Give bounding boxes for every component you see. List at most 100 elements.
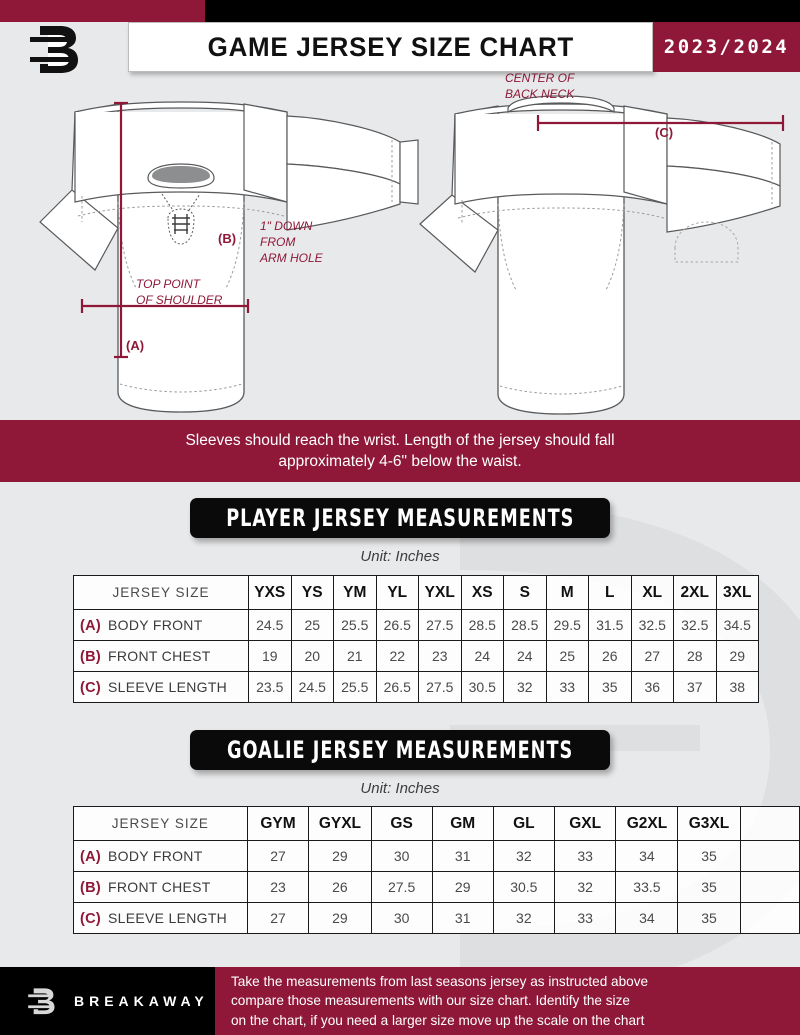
back-point-c-text-line1: CENTER OF (505, 72, 575, 85)
column-header-gxl: GXL (553, 806, 617, 841)
measurement-cell: 27 (246, 902, 310, 934)
measurement-cell: 35 (677, 902, 741, 934)
measurement-cell: 21 (333, 640, 377, 672)
goalie-measurements-table-wrap: JERSEY SIZE GYM GYXL GS GM GL GXL G2XL G3XL (A) BO… (73, 806, 800, 934)
breakaway-b-logo-icon (30, 26, 78, 73)
goalie-jersey-section-pill: GOALIE JERSEY MEASUREMENTS (190, 730, 610, 770)
jersey-back-illustration (399, 95, 781, 415)
column-header-gl: GL (492, 806, 555, 841)
measurement-cell: 33.5 (615, 871, 679, 903)
measurement-cell: 23 (246, 871, 310, 903)
page-title: GAME JERSEY SIZE CHART (207, 31, 574, 62)
column-header-l: L (588, 575, 632, 610)
back-measurement-lines (536, 115, 785, 131)
measurement-cell: 27 (246, 840, 310, 872)
goalie-section-label: GOALIE JERSEY MEASUREMENTS (226, 736, 574, 764)
column-header-gm: GM (431, 806, 494, 841)
measurement-cell: 29.5 (545, 609, 589, 641)
column-header-yl: YL (375, 575, 419, 610)
player-measurements-table: JERSEY SIZE YXS YS YM YL YXL XS S M L XL 2XL 3XL (A) B… (73, 575, 759, 703)
column-header-xs: XS (460, 575, 504, 610)
measurement-cell: 26.5 (375, 609, 419, 641)
table-row: (C) SLEEVE LENGTH 27 29 30 31 32 33 34 35 (73, 902, 800, 934)
player-section-label: PLAYER JERSEY MEASUREMENTS (225, 504, 575, 532)
jersey-front-illustration (39, 101, 401, 413)
measurement-cell: 31 (431, 902, 494, 934)
column-header-3xl: 3XL (715, 575, 759, 610)
measurement-cell: 25.5 (333, 671, 377, 703)
measurement-cell: 20 (290, 640, 334, 672)
measurement-cell: 28 (673, 640, 717, 672)
measurement-cell: 36 (630, 671, 674, 703)
column-header-s: S (503, 575, 547, 610)
table-header-row: JERSEY SIZE YXS YS YM YL YXL XS S M L XL 2XL 3XL (73, 575, 759, 610)
footer-brand-name: BREAKAWAY (74, 993, 209, 1009)
footer-line2: compare those measurements with our size… (231, 993, 630, 1009)
measurement-cell: 38 (715, 671, 759, 703)
column-header-yxs: YXS (248, 575, 292, 610)
measurement-cell: 30 (370, 902, 433, 934)
measurement-cell: 27.5 (370, 871, 433, 903)
column-header-2xl: 2XL (673, 575, 717, 610)
season-year-badge: 2023/2024 (653, 22, 800, 72)
fit-note-line2: approximately 4-6" below the waist. (278, 453, 522, 470)
jersey-size-header: JERSEY SIZE (73, 806, 248, 841)
measurement-cell: 29 (431, 871, 494, 903)
row-label: (A) BODY FRONT (73, 609, 249, 641)
goalie-unit-label: Unit: Inches (360, 780, 440, 797)
measurement-cell: 28.5 (460, 609, 504, 641)
column-header-gym: GYM (246, 806, 310, 841)
front-point-b-text-line3: ARM HOLE (259, 251, 324, 265)
table-header-row: JERSEY SIZE GYM GYXL GS GM GL GXL G2XL G3XL (73, 806, 800, 841)
fit-note-banner: Sleeves should reach the wrist. Length o… (0, 420, 800, 482)
jersey-size-header: JERSEY SIZE (73, 575, 249, 610)
row-tag: (A) (80, 617, 102, 634)
measurement-cell: 19 (248, 640, 292, 672)
measurement-cell: 27.5 (418, 671, 462, 703)
table-row: (A) BODY FRONT 27 29 30 31 32 33 34 35 (73, 840, 800, 872)
column-header-m: M (545, 575, 589, 610)
row-tag: (B) (80, 879, 102, 896)
breakaway-b-logo-icon (28, 988, 55, 1015)
measurement-cell: 29 (715, 640, 759, 672)
player-measurements-table-wrap: JERSEY SIZE YXS YS YM YL YXL XS S M L XL 2XL 3XL (A) B… (73, 575, 759, 703)
measurement-cell: 32.5 (630, 609, 674, 641)
row-label-text: BODY FRONT (108, 616, 203, 633)
measurement-cell: 26 (588, 640, 632, 672)
front-point-a-text-line2: OF SHOULDER (136, 293, 223, 307)
column-header-ym: YM (333, 575, 377, 610)
measurement-cell: 32 (553, 871, 617, 903)
measurement-cell: 26 (308, 871, 372, 903)
front-point-a-tag: (A) (126, 338, 144, 353)
measurement-cell: 22 (375, 640, 419, 672)
measurement-cell: 34 (615, 902, 679, 934)
page-header: GAME JERSEY SIZE CHART 2023/2024 (0, 22, 800, 73)
row-label-text: FRONT CHEST (108, 647, 211, 664)
measurement-cell (739, 871, 800, 903)
measurement-cell: 33 (545, 671, 589, 703)
measurement-cell: 35 (677, 871, 741, 903)
footer-line3: on the chart, if you need a larger size … (231, 1012, 645, 1028)
footer-instructions: Take the measurements from last seasons … (215, 967, 800, 1035)
measurement-cell: 31.5 (588, 609, 632, 641)
front-point-b-text-line2: FROM (260, 235, 295, 249)
measurement-cell: 24.5 (290, 671, 334, 703)
row-tag: (C) (80, 679, 102, 696)
column-header-blank (739, 806, 800, 841)
measurement-cell: 24.5 (248, 609, 292, 641)
measurement-cell: 35 (588, 671, 632, 703)
player-unit-label: Unit: Inches (360, 548, 440, 565)
measurement-cell: 28.5 (503, 609, 547, 641)
measurement-cell: 30.5 (492, 871, 555, 903)
column-header-xl: XL (630, 575, 674, 610)
measurement-cell (739, 840, 800, 872)
row-tag: (A) (80, 848, 102, 865)
measurement-cell: 32 (492, 902, 555, 934)
table-row: (B) FRONT CHEST 23 26 27.5 29 30.5 32 33.5 35 (73, 871, 800, 903)
jersey-diagram-area: (A) TOP POINT OF SHOULDER (B) 1" DOWN FR… (0, 72, 800, 417)
column-header-ys: YS (290, 575, 334, 610)
row-label: (C) SLEEVE LENGTH (73, 671, 249, 703)
footer-brand-block: BREAKAWAY (0, 967, 215, 1035)
measurement-cell (739, 902, 800, 934)
